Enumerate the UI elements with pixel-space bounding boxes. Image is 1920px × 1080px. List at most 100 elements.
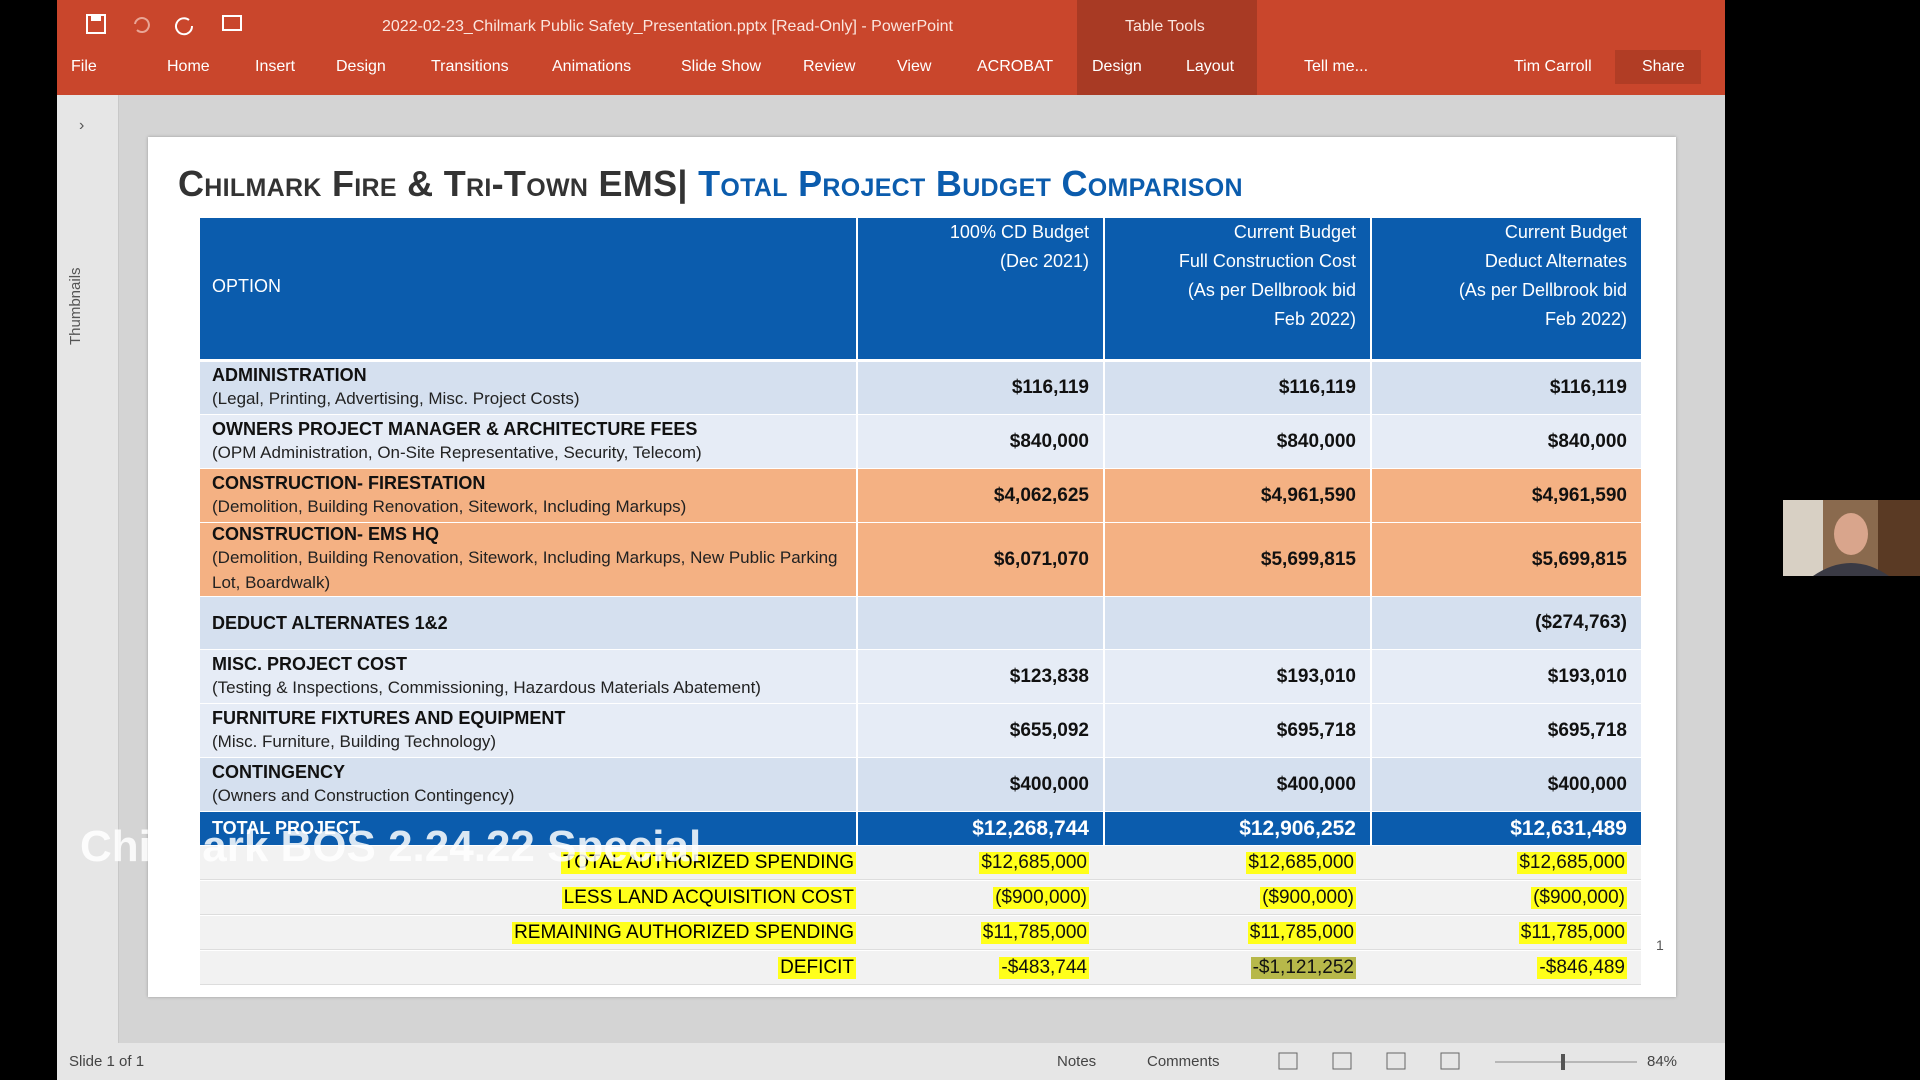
budget-cell — [856, 597, 1103, 649]
summary-label: DEFICIT — [778, 957, 856, 979]
table-row[interactable]: CONSTRUCTION- FIRESTATION (Demolition, Bu… — [200, 469, 1641, 522]
share-label[interactable]: Share — [1642, 58, 1685, 75]
table-row[interactable]: ADMINISTRATION (Legal, Printing, Advertis… — [200, 362, 1641, 414]
summary-value: -$846,489 — [1537, 957, 1627, 979]
ribbon-tab[interactable]: Transitions — [431, 58, 509, 75]
summary-value: ($900,000) — [1531, 887, 1627, 909]
budget-cell: $400,000 — [856, 758, 1103, 811]
budget-value: $4,062,625 — [993, 484, 1089, 506]
summary-row[interactable]: DEFICIT -$483,744 -$1,121,252 -$846,489 — [200, 951, 1641, 985]
budget-cell: $116,119 — [856, 362, 1103, 414]
row-description: (Demolition, Building Renovation, Sitewo… — [212, 548, 838, 592]
row-name: CONSTRUCTION- EMS HQ — [212, 524, 439, 544]
header-line: Current Budget — [1233, 222, 1356, 242]
title-left: Chilmark Fire & Tri-Town EMS| — [178, 163, 688, 204]
budget-cell: $193,010 — [1103, 650, 1370, 703]
video-overlay-caption: Chilmark BOS 2.24.22 Special — [80, 822, 702, 871]
notes-button[interactable]: Notes — [1057, 1053, 1097, 1070]
title-right: Total Project Budget Comparison — [698, 163, 1243, 204]
summary-cell: ($900,000) — [1103, 881, 1370, 914]
summary-value: -$483,744 — [999, 957, 1089, 979]
budget-cell: $6,071,070 — [856, 523, 1103, 596]
budget-value: $400,000 — [1547, 773, 1627, 795]
budget-cell: $400,000 — [1370, 758, 1641, 811]
budget-value: $116,119 — [1011, 377, 1089, 398]
quick-access[interactable] — [85, 12, 335, 38]
row-description: (OPM Administration, On-Site Representat… — [212, 442, 702, 462]
ribbon-tab[interactable]: Insert — [255, 58, 296, 75]
ribbon-tab[interactable]: File — [71, 58, 97, 75]
budget-value: $4,961,590 — [1531, 484, 1627, 506]
total-label: TOTAL PROJECT — [212, 818, 361, 838]
table-row[interactable]: MISC. PROJECT COST (Testing & Inspections… — [200, 650, 1641, 703]
budget-value: $695,718 — [1547, 719, 1627, 741]
ribbon-tab[interactable]: Tell me... — [1304, 58, 1369, 75]
total-value: $12,906,252 — [1103, 812, 1370, 845]
summary-cell: $11,785,000 — [1370, 916, 1641, 949]
budget-cell — [1103, 597, 1370, 649]
ribbon-tab[interactable]: Design — [336, 58, 386, 75]
budget-cell: $695,718 — [1103, 704, 1370, 757]
budget-cell: $695,718 — [1370, 704, 1641, 757]
row-name: FURNITURE FIXTURES AND EQUIPMENT — [212, 707, 566, 728]
budget-value: $116,119 — [1549, 377, 1627, 398]
thumbnails-label[interactable]: Thumbnails — [67, 267, 84, 345]
row-label: OWNERS PROJECT MANAGER & ARCHITECTURE FE… — [212, 415, 852, 468]
header-line: Deduct Alternates — [1484, 251, 1627, 271]
summary-row[interactable]: TOTAL AUTHORIZED SPENDING $12,685,000 $12,… — [200, 846, 1641, 880]
header-line: (As per Dellbrook bid — [1458, 280, 1627, 300]
table-row[interactable]: CONTINGENCY (Owners and Construction Cont… — [200, 758, 1641, 811]
total-row[interactable]: TOTAL PROJECT $12,268,744 $12,906,252 $12,6… — [200, 812, 1641, 845]
column-header: Current Budget Full Construction Cost (As … — [1103, 218, 1370, 359]
ribbon-tab[interactable]: Slide Show — [681, 58, 762, 75]
budget-cell: $400,000 — [1103, 758, 1370, 811]
powerpoint-window: 2022-02-23_Chilmark Public Safety_Presen… — [57, 0, 1725, 1080]
ribbon-tab[interactable]: Layout — [1186, 58, 1235, 75]
comments-button[interactable]: Comments — [1147, 1053, 1220, 1070]
ribbon-tab[interactable]: Animations — [552, 58, 632, 75]
summary-cell: $11,785,000 — [856, 916, 1103, 949]
total-value: $12,268,744 — [856, 812, 1103, 845]
budget-cell: $116,119 — [1103, 362, 1370, 414]
ribbon-tab[interactable]: ACROBAT — [977, 58, 1054, 75]
table-row[interactable]: CONSTRUCTION- EMS HQ (Demolition, Buildin… — [200, 523, 1641, 596]
summary-label: LESS LAND ACQUISITION COST — [561, 887, 856, 909]
row-description: (Demolition, Building Renovation, Sitewo… — [212, 496, 687, 516]
ribbon-tab[interactable]: View — [897, 58, 932, 75]
ribbon-tab[interactable]: Home — [167, 58, 210, 75]
row-name: CONSTRUCTION- FIRESTATION — [212, 472, 486, 493]
row-name: MISC. PROJECT COST — [212, 653, 408, 674]
share-button[interactable] — [1615, 50, 1701, 84]
user-name[interactable]: Tim Carroll — [1514, 58, 1592, 75]
summary-cell: $11,785,000 — [1103, 916, 1370, 949]
budget-cell: $5,699,815 — [1370, 523, 1641, 596]
summary-value: $11,785,000 — [980, 922, 1089, 944]
budget-cell: $123,838 — [856, 650, 1103, 703]
thumbnail-pane: › Thumbnails — [57, 95, 119, 1043]
summary-value: ($900,000) — [1260, 887, 1356, 909]
ribbon-tab[interactable]: Design — [1092, 58, 1142, 75]
header-line: (As per Dellbrook bid — [1187, 280, 1356, 300]
budget-value: $193,010 — [1547, 665, 1627, 687]
table-row[interactable]: OWNERS PROJECT MANAGER & ARCHITECTURE FE… — [200, 415, 1641, 468]
row-label: CONSTRUCTION- FIRESTATION (Demolition, Bu… — [212, 469, 852, 522]
context-label: Table Tools — [1125, 18, 1205, 35]
summary-cell: $12,685,000 — [1370, 846, 1641, 879]
summary-cell: ($900,000) — [856, 881, 1103, 914]
budget-value: $840,000 — [1276, 430, 1356, 452]
budget-cell: $840,000 — [856, 415, 1103, 468]
table-row[interactable]: FURNITURE FIXTURES AND EQUIPMENT (Misc. F… — [200, 704, 1641, 757]
summary-row[interactable]: LESS LAND ACQUISITION COST ($900,000) ($90… — [200, 881, 1641, 915]
budget-value: $400,000 — [1276, 773, 1356, 795]
ribbon-tab[interactable]: Review — [803, 58, 856, 75]
budget-table[interactable]: OPTION 100% CD Budget (Dec 2021) Current Bu… — [200, 218, 1641, 986]
summary-value: ($900,000) — [993, 887, 1089, 909]
table-row[interactable]: DEDUCT ALTERNATES 1&2 ($274,763) — [200, 597, 1641, 649]
summary-cell: -$483,744 — [856, 951, 1103, 984]
summary-value: $12,685,000 — [1517, 852, 1627, 874]
webcam-feed — [1783, 500, 1920, 576]
view-controls[interactable] — [1277, 1051, 1637, 1073]
zoom-level[interactable]: 84% — [1647, 1053, 1678, 1070]
summary-row[interactable]: REMAINING AUTHORIZED SPENDING $11,785,000… — [200, 916, 1641, 950]
expand-arrow[interactable]: › — [79, 117, 85, 134]
